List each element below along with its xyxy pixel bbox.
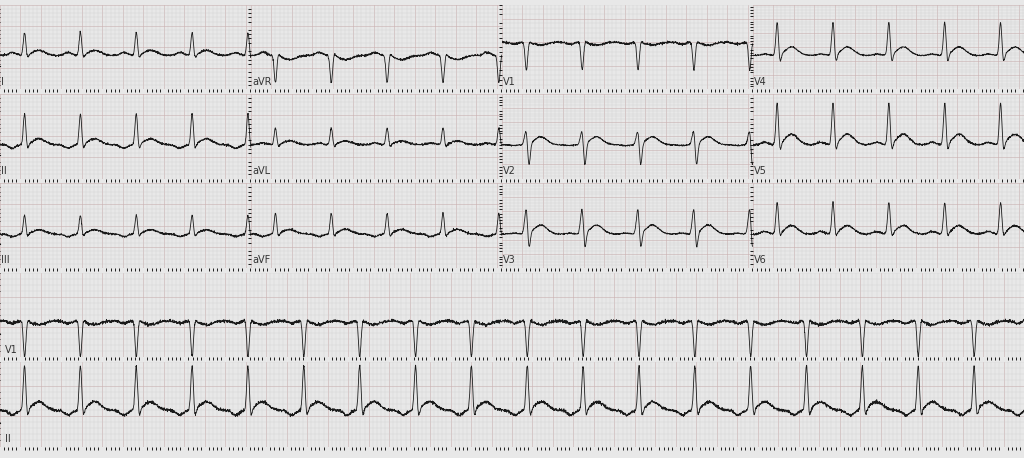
Text: III: III xyxy=(1,256,10,265)
Text: V3: V3 xyxy=(503,256,516,265)
Text: I: I xyxy=(1,77,4,87)
Text: V1: V1 xyxy=(5,345,17,354)
Text: aVL: aVL xyxy=(252,166,270,176)
Text: V2: V2 xyxy=(503,166,516,176)
Text: aVF: aVF xyxy=(252,256,270,265)
Text: aVR: aVR xyxy=(252,77,271,87)
Text: II: II xyxy=(5,434,11,444)
Text: V1: V1 xyxy=(503,77,516,87)
Text: V6: V6 xyxy=(754,256,767,265)
Text: V4: V4 xyxy=(754,77,767,87)
Text: V5: V5 xyxy=(754,166,767,176)
Text: II: II xyxy=(1,166,7,176)
